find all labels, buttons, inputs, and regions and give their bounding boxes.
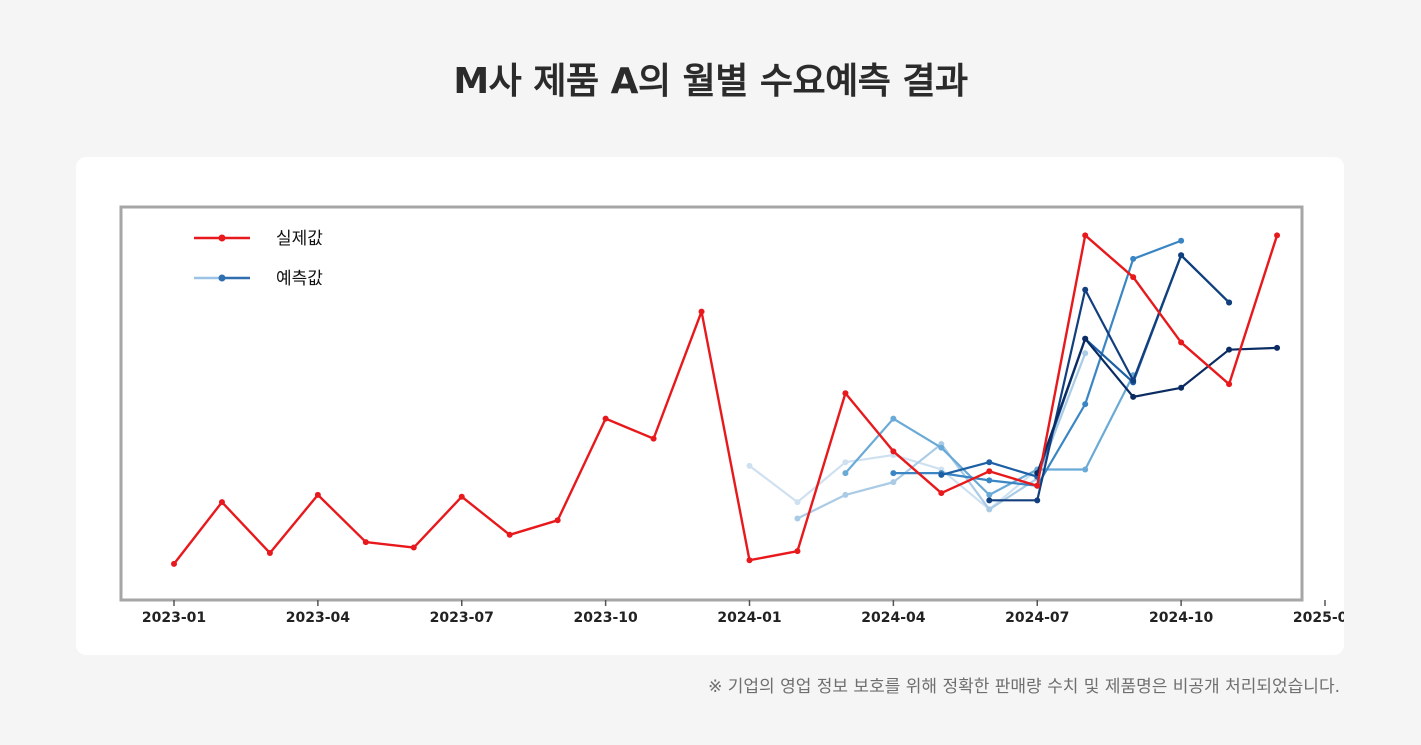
- x-tick-label-1: 2023-04: [286, 610, 351, 626]
- plot-frame: [119, 205, 1304, 602]
- data-point-0-17: [986, 468, 993, 475]
- data-point-0-3: [314, 491, 321, 498]
- data-point-0-11: [698, 308, 705, 315]
- series-layer: [171, 232, 1281, 567]
- page-title: M사 제품 A의 월별 수요예측 결과: [453, 61, 968, 102]
- data-point-6-2: [1082, 286, 1089, 293]
- data-point-6-1: [1034, 497, 1041, 504]
- chart-card: 2023-01 2023-04 2023-07 2023-10 2024-01 2024-…: [76, 157, 1344, 655]
- data-point-2-2: [890, 479, 897, 486]
- data-point-3-3: [986, 491, 993, 498]
- series-line-6: [989, 254, 1230, 502]
- data-point-4-4: [1082, 401, 1089, 408]
- data-point-0-19: [1082, 232, 1089, 239]
- x-tick-label-4: 2024-01: [717, 610, 781, 626]
- data-point-1-2: [842, 459, 849, 466]
- data-point-0-14: [842, 390, 849, 397]
- legend-swatch-marker-0: [218, 234, 226, 242]
- data-point-7-3: [1178, 384, 1185, 391]
- data-point-4-6: [1178, 237, 1185, 244]
- footnote: ※ 기업의 영업 정보 보호를 위해 정확한 판매량 수치 및 제품명은 비공개…: [708, 677, 1340, 697]
- data-point-3-2: [938, 444, 945, 451]
- legend-swatch-marker-1: [218, 274, 226, 282]
- series-0: [171, 232, 1281, 567]
- data-point-0-22: [1226, 381, 1233, 388]
- data-point-4-5: [1130, 255, 1137, 262]
- data-point-6-0: [986, 497, 993, 504]
- series-6: [986, 252, 1233, 504]
- x-tick-label-0: 2023-01: [142, 610, 206, 626]
- series-line-0: [173, 234, 1279, 565]
- data-point-0-2: [266, 549, 273, 556]
- data-point-2-4: [986, 506, 993, 513]
- x-tick-label-7: 2024-10: [1149, 610, 1214, 626]
- data-point-0-6: [458, 493, 465, 500]
- data-point-1-0: [746, 462, 753, 469]
- x-tick-label-2: 2023-07: [430, 610, 494, 626]
- data-point-2-1: [842, 491, 849, 498]
- data-point-0-10: [650, 435, 657, 442]
- data-point-1-1: [794, 499, 801, 506]
- data-point-0-20: [1130, 274, 1137, 281]
- data-point-4-0: [890, 470, 897, 477]
- data-point-2-0: [794, 515, 801, 522]
- data-point-2-6: [1082, 350, 1089, 357]
- data-point-3-5: [1082, 466, 1089, 473]
- legend-label-1: 예측값: [276, 269, 323, 289]
- data-point-7-4: [1226, 346, 1233, 353]
- data-point-5-0: [938, 471, 945, 478]
- data-point-7-5: [1274, 344, 1281, 351]
- legend-entry-1: 예측값: [194, 269, 323, 289]
- data-point-0-16: [938, 490, 945, 497]
- data-point-0-0: [171, 560, 177, 567]
- data-point-0-5: [410, 544, 417, 551]
- data-point-4-2: [986, 477, 993, 484]
- data-point-7-2: [1130, 393, 1137, 400]
- legend-entry-0: 실제값: [194, 229, 323, 249]
- x-axis: 2023-01 2023-04 2023-07 2023-10 2024-01 2024-…: [142, 600, 1344, 626]
- data-point-0-9: [602, 415, 609, 422]
- data-point-0-13: [794, 548, 801, 555]
- data-point-6-5: [1226, 299, 1233, 306]
- data-point-6-3: [1130, 377, 1137, 384]
- data-point-0-18: [1034, 482, 1041, 489]
- series-line-7: [1036, 337, 1278, 474]
- data-point-3-0: [842, 470, 849, 477]
- data-point-3-1: [890, 415, 897, 422]
- data-point-0-1: [218, 499, 225, 506]
- x-tick-label-8: 2025-01: [1293, 610, 1344, 626]
- x-tick-label-3: 2023-10: [573, 610, 638, 626]
- data-point-0-21: [1178, 339, 1185, 346]
- data-point-5-1: [986, 459, 993, 466]
- data-point-0-15: [890, 448, 897, 455]
- data-point-0-23: [1274, 232, 1281, 239]
- data-point-0-4: [362, 539, 369, 546]
- data-point-6-4: [1178, 252, 1185, 259]
- line-chart: 2023-01 2023-04 2023-07 2023-10 2024-01 2024-…: [119, 205, 1344, 626]
- x-tick-label-6: 2024-07: [1005, 610, 1069, 626]
- data-point-0-7: [506, 531, 513, 538]
- data-point-0-12: [746, 557, 753, 564]
- data-point-0-8: [554, 517, 561, 524]
- x-tick-label-5: 2024-04: [861, 610, 926, 626]
- legend-label-0: 실제값: [276, 229, 323, 249]
- data-point-7-1: [1082, 335, 1089, 342]
